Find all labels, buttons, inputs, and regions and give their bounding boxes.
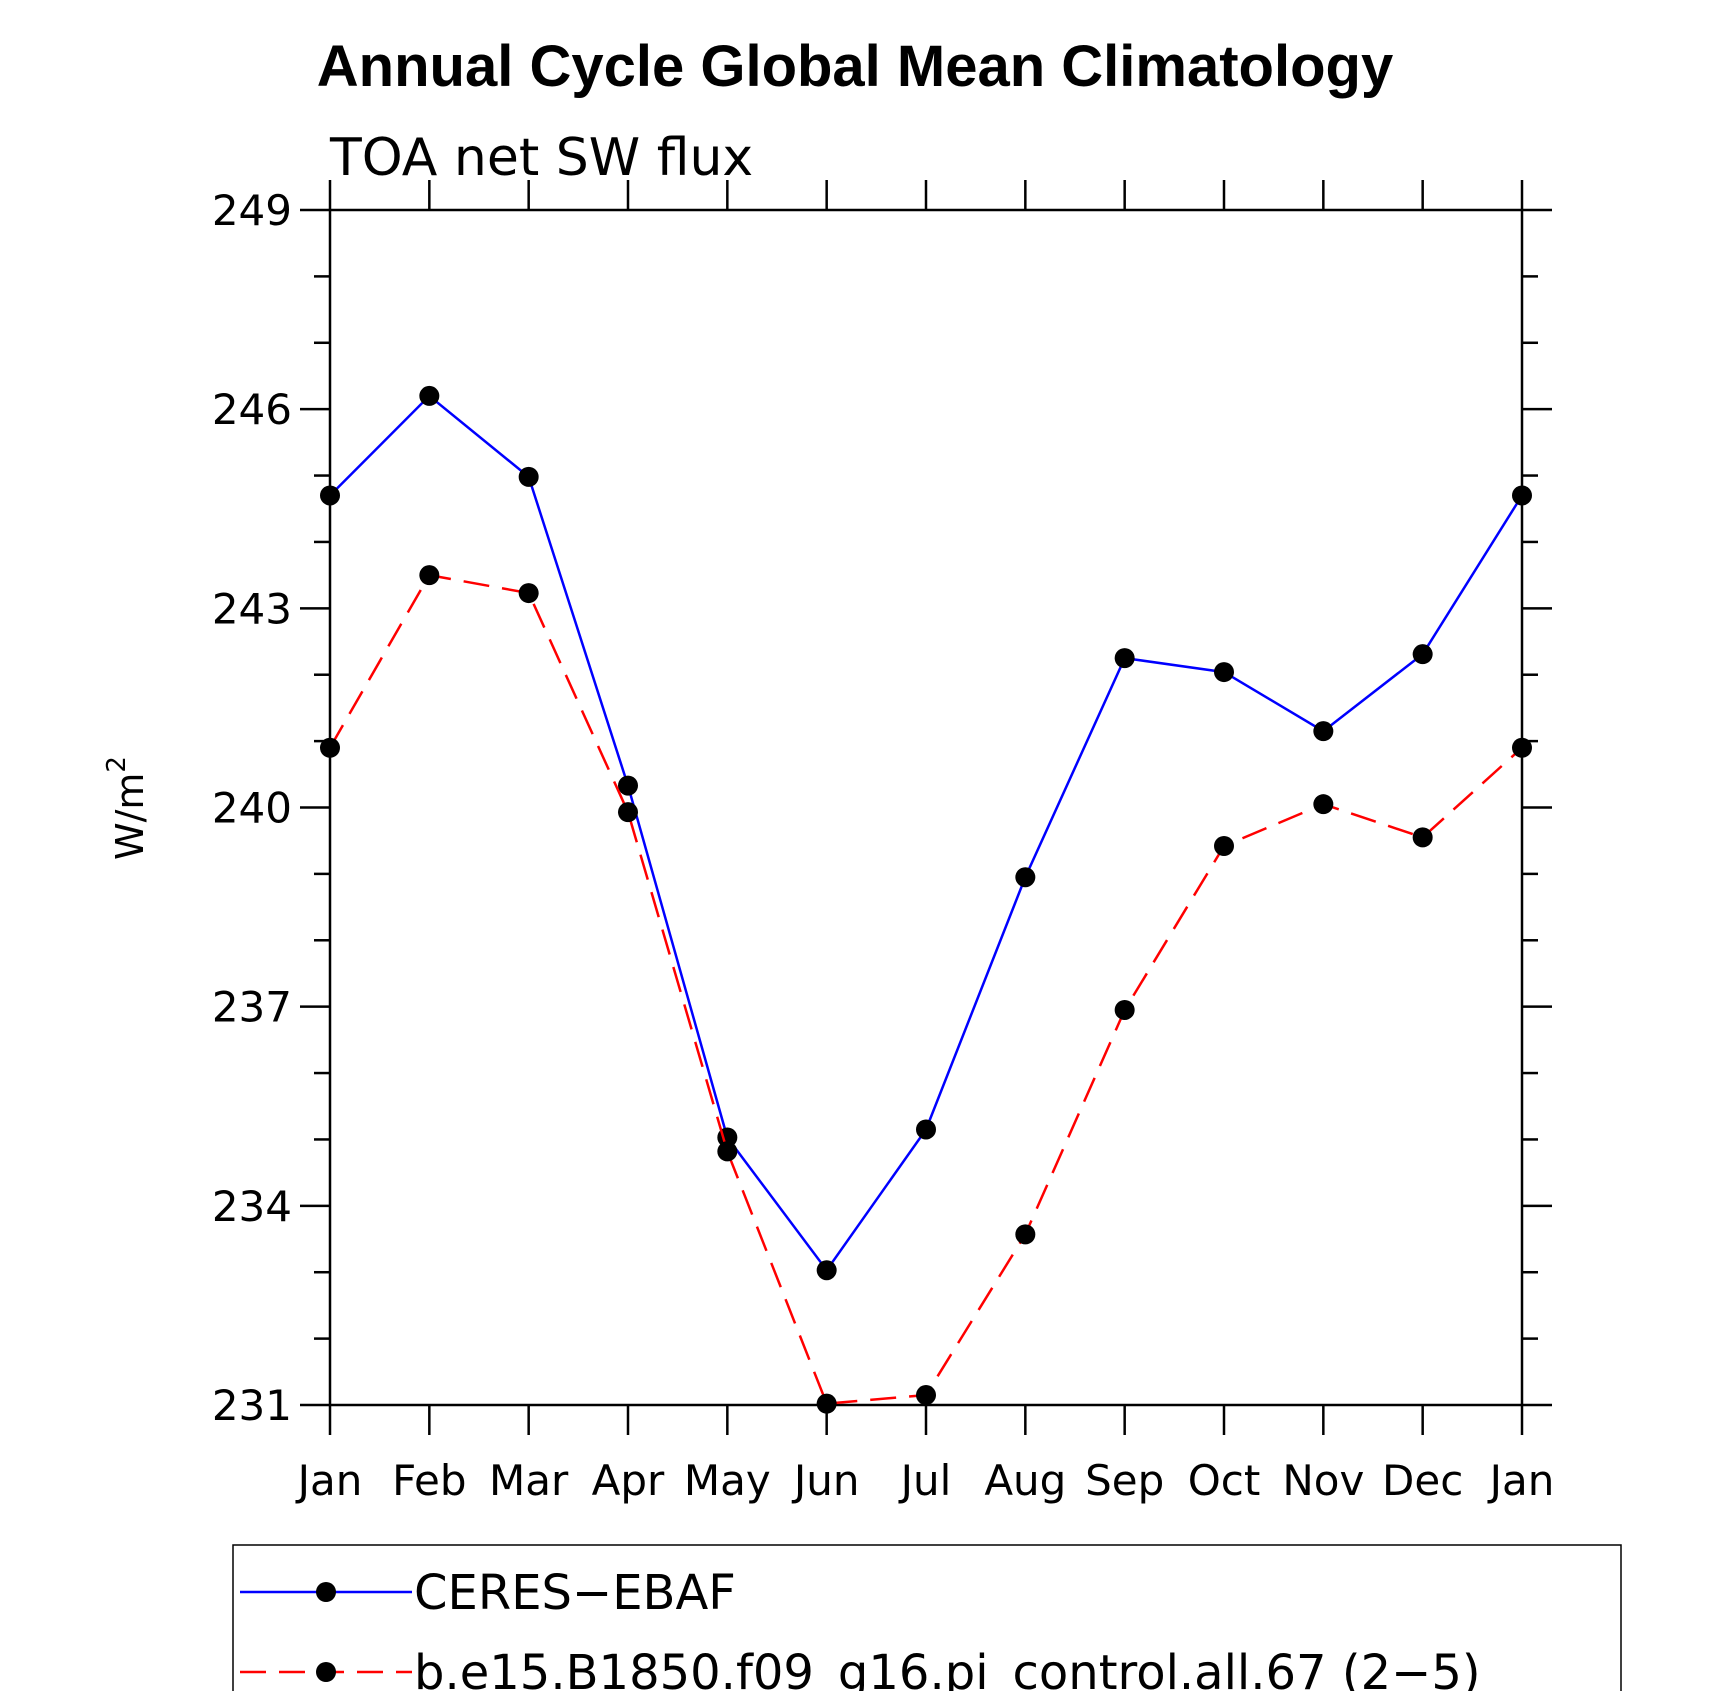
y-tick-label: 240 [212, 784, 292, 833]
series-line-2 [328, 573, 1523, 1406]
data-point [1114, 999, 1135, 1020]
data-point [518, 583, 539, 604]
x-tick-label: Dec [1382, 1456, 1463, 1505]
chart-title: Annual Cycle Global Mean Climatology [317, 34, 1393, 99]
data-point [1214, 662, 1234, 683]
data-point [1015, 867, 1036, 888]
data-point [816, 1260, 837, 1281]
x-tick-label: Feb [392, 1456, 466, 1505]
x-tick-label: Jul [898, 1456, 952, 1505]
data-point [618, 802, 638, 823]
legend-marker-1 [316, 1582, 336, 1602]
data-point [320, 737, 340, 758]
x-tick-label: Jan [1487, 1456, 1555, 1505]
x-tick-label: Jan [295, 1456, 363, 1505]
y-tick-label: 243 [212, 584, 292, 633]
legend-label-2: b.e15.B1850.f09_g16.pi_control.all.67 (2… [414, 1645, 1481, 1691]
data-point [1313, 721, 1334, 742]
data-point [1214, 836, 1234, 857]
data-point [816, 1393, 837, 1414]
data-point [1114, 648, 1135, 669]
y-tick-label: 249 [212, 186, 292, 235]
data-point [916, 1119, 936, 1140]
data-point [1015, 1224, 1036, 1245]
plot-frame [328, 208, 1524, 1407]
y-axis-title-text: W/m [108, 773, 152, 860]
data-point [320, 485, 340, 506]
data-point [419, 565, 440, 586]
y-axis-title: W/m2 [102, 756, 152, 860]
x-tick-label: Nov [1282, 1456, 1364, 1505]
chart-subtitle: TOA net SW flux [329, 128, 753, 188]
data-point [618, 775, 638, 796]
y-axis: 231 234 237 240 243 246 249 [212, 186, 1552, 1430]
x-tick-label: Apr [592, 1456, 665, 1505]
data-point [1512, 737, 1532, 758]
data-point [1512, 485, 1532, 506]
data-point [518, 466, 539, 487]
x-axis: Jan Feb Mar Apr May Jun Jul Aug Sep Oct Nov Dec Jan [295, 180, 1555, 1505]
data-point [1412, 827, 1433, 848]
data-point [419, 385, 440, 406]
legend: CERES−EBAF b.e15.B1850.f09_g16.pi_control… [232, 1544, 1622, 1691]
data-point [1313, 794, 1334, 815]
x-tick-label: Mar [489, 1456, 569, 1505]
x-tick-label: Aug [984, 1456, 1066, 1505]
y-tick-label: 231 [212, 1381, 292, 1430]
x-tick-label: Jun [791, 1456, 860, 1505]
x-tick-label: May [684, 1456, 771, 1505]
y-tick-label: 237 [212, 983, 292, 1032]
data-point [717, 1141, 738, 1162]
x-tick-label: Oct [1188, 1456, 1261, 1505]
data-point [1412, 644, 1433, 665]
y-axis-title-superscript: 2 [102, 756, 132, 773]
x-tick-label: Sep [1085, 1456, 1164, 1505]
data-point [916, 1385, 936, 1406]
y-tick-label: 234 [212, 1182, 292, 1231]
y-tick-label: 246 [212, 385, 292, 434]
legend-box [232, 1544, 1622, 1691]
series-layer [320, 385, 1532, 1414]
legend-label-1: CERES−EBAF [414, 1565, 736, 1621]
legend-marker-2 [316, 1662, 336, 1682]
